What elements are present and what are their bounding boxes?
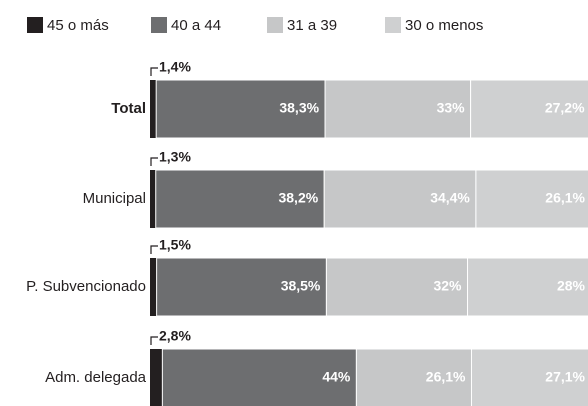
- value-label: 2,8%: [159, 328, 191, 344]
- value-label: 26,1%: [426, 369, 466, 385]
- value-label: 38,3%: [279, 100, 319, 116]
- value-label: 44%: [322, 369, 351, 385]
- bar-segment: [150, 258, 157, 316]
- callout-line: [150, 67, 158, 76]
- bar-segment: [150, 170, 156, 228]
- legend-swatch: [151, 17, 167, 33]
- legend-label: 40 a 44: [171, 17, 221, 34]
- value-label: 28%: [557, 278, 586, 294]
- bar-segment: [161, 348, 357, 406]
- category-label: Municipal: [83, 190, 146, 207]
- bar-segment: [324, 79, 472, 139]
- value-label: 1,3%: [159, 149, 191, 165]
- legend-label: 30 o menos: [405, 17, 483, 34]
- value-label: 38,5%: [281, 278, 321, 294]
- value-label: 32%: [433, 278, 462, 294]
- bar-segment: [470, 348, 588, 406]
- bar-segment: [470, 79, 588, 139]
- bar-segment: [325, 257, 469, 317]
- callout-line: [150, 336, 158, 345]
- bar-segment: [150, 80, 157, 138]
- value-label: 34,4%: [430, 190, 470, 206]
- legend-label: 31 a 39: [287, 17, 337, 34]
- bar-segment: [475, 169, 588, 229]
- value-label: 1,5%: [159, 237, 191, 253]
- category-label: Adm. delegada: [45, 369, 147, 386]
- legend-swatch: [27, 17, 43, 33]
- value-label: 26,1%: [545, 190, 585, 206]
- bar-segment: [355, 348, 472, 406]
- value-label: 27,1%: [545, 369, 585, 385]
- bar-segment: [323, 169, 477, 229]
- callout-line: [150, 157, 158, 166]
- value-label: 27,2%: [545, 100, 585, 116]
- category-label: P. Subvencionado: [26, 278, 146, 295]
- value-label: 38,2%: [278, 190, 318, 206]
- bar-segment: [155, 79, 326, 139]
- bar-segment: [150, 349, 163, 406]
- bar-segment: [155, 169, 325, 229]
- category-label: Total: [111, 100, 146, 117]
- value-label: 33%: [437, 100, 466, 116]
- value-label: 1,4%: [159, 59, 191, 75]
- callout-line: [150, 245, 158, 254]
- bar-segment: [467, 257, 588, 317]
- legend-label: 45 o más: [47, 17, 109, 34]
- legend-swatch: [385, 17, 401, 33]
- legend-swatch: [267, 17, 283, 33]
